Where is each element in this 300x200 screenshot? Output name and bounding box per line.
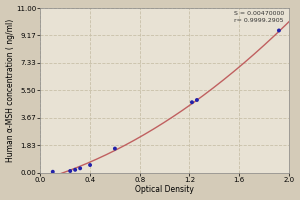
Point [293,15,298,19]
Point [68,169,73,173]
X-axis label: Optical Density: Optical Density [135,185,194,194]
Point [78,167,82,170]
Point [194,98,199,102]
Text: S = 0.00470000
r= 0.9999.2905: S = 0.00470000 r= 0.9999.2905 [234,11,284,23]
Point [73,168,78,171]
Point [190,101,194,104]
Point [88,163,92,167]
Point [112,147,117,150]
Point [277,29,281,32]
Y-axis label: Human α-MSH concentration ( ng/ml): Human α-MSH concentration ( ng/ml) [6,19,15,162]
Point [50,170,55,173]
